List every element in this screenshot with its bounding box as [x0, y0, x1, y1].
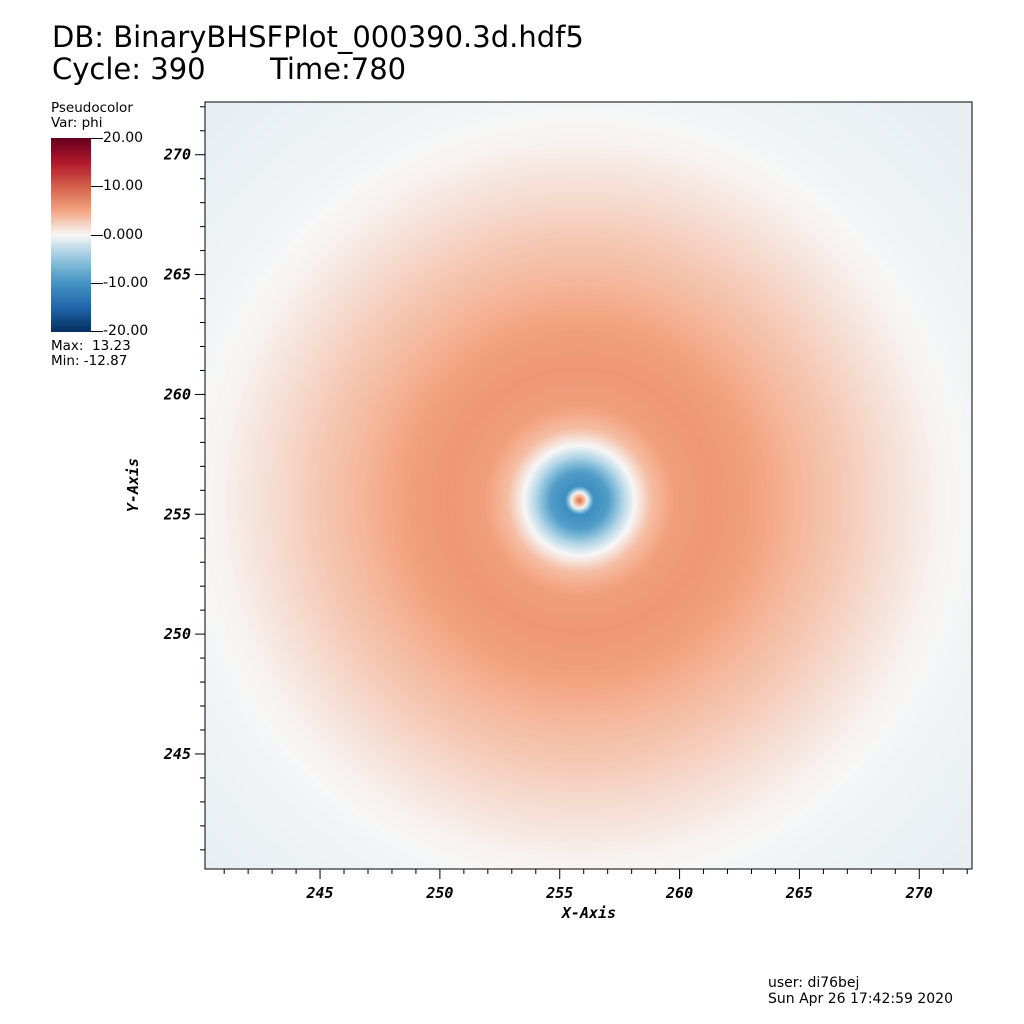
footer-user: user: di76bej [768, 975, 860, 991]
y-tick-label: 250 [163, 625, 191, 643]
colorbar-tick-label: -20.00 [103, 323, 149, 339]
colorbar-tick-mark [91, 331, 103, 332]
y-axis-title: Y-Axis [124, 458, 142, 512]
colorbar [51, 138, 91, 332]
database-title: DB: BinaryBHSFPlot_000390.3d.hdf5 [52, 20, 584, 54]
time-label: Time:780 [270, 52, 407, 86]
x-axis-ticks [223, 869, 968, 879]
y-tick-label: 270 [163, 146, 191, 164]
y-axis-tick-labels: 245 250 255 260 265 270 [163, 146, 191, 763]
colorbar-tick-mark [91, 234, 103, 236]
colorbar-tick-label: 20.00 [103, 130, 144, 146]
plot-frame [204, 101, 973, 870]
y-axis-ticks [195, 106, 205, 851]
legend-min: Min: -12.87 [51, 353, 128, 369]
legend-variable: Var: phi [51, 115, 103, 131]
colorbar-tick-label: 10.00 [103, 178, 144, 195]
y-tick-label: 265 [163, 266, 191, 284]
x-tick-label: 255 [545, 884, 573, 902]
x-tick-label: 250 [425, 884, 453, 902]
y-tick-label: 245 [163, 745, 191, 763]
x-tick-label: 270 [905, 884, 933, 902]
legend-max: Max: 13.23 [51, 338, 131, 354]
colorbar-tick-mark [91, 138, 103, 139]
x-tick-label: 245 [306, 884, 334, 902]
footer-date: Sun Apr 26 17:42:59 2020 [768, 991, 953, 1007]
colorbar-tick-mark [91, 186, 103, 188]
y-tick-label: 260 [163, 385, 191, 403]
x-tick-label: 265 [785, 884, 813, 902]
x-axis-tick-labels: 245 250 255 260 265 270 [306, 884, 933, 902]
heatmap-container [205, 102, 972, 869]
colorbar-tick-mark [91, 282, 103, 284]
heatmap-image [205, 102, 972, 869]
cycle-label: Cycle: 390 [52, 52, 206, 86]
colorbar-tick-label: 0.000 [103, 226, 144, 243]
x-axis-title: X-Axis [560, 904, 616, 922]
y-tick-label: 255 [163, 505, 191, 523]
x-tick-label: 260 [665, 884, 693, 902]
legend-plot-type: Pseudocolor [51, 100, 133, 116]
colorbar-tick-label: -10.00 [103, 274, 149, 291]
